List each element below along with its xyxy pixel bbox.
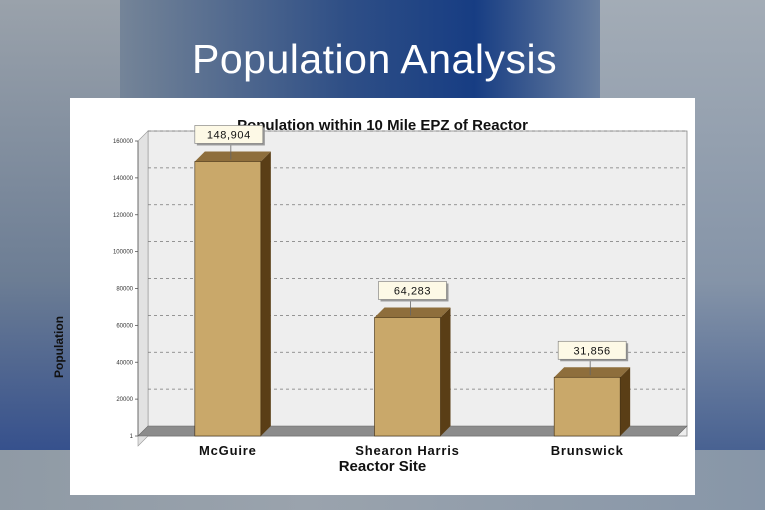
- y-tick-label: 60000: [116, 323, 133, 329]
- bar-side: [440, 307, 451, 436]
- y-tick-label: 1: [130, 434, 134, 440]
- data-label-box: [194, 125, 264, 144]
- y-tick-label: 100000: [113, 250, 134, 256]
- y-tick-label: 140000: [113, 176, 134, 182]
- data-label: 148,904: [207, 129, 251, 141]
- category-label: Shearon Harris: [355, 443, 459, 458]
- chart-title: Population within 10 Mile EPZ of Reactor: [237, 117, 528, 134]
- category-label: Brunswick: [551, 443, 624, 458]
- bar: [374, 317, 441, 437]
- y-tick-label: 40000: [116, 360, 133, 366]
- y-tick-label: 80000: [116, 287, 133, 293]
- plot-side-wall: [137, 130, 149, 447]
- data-label-box: [557, 340, 627, 360]
- bar: [553, 376, 621, 437]
- data-label: 31,856: [574, 345, 611, 357]
- y-tick-label: 120000: [113, 213, 134, 219]
- bar: [194, 161, 262, 437]
- bar-top: [194, 151, 271, 162]
- bar-side: [620, 367, 631, 436]
- bar-top: [374, 307, 451, 318]
- data-label: 64,283: [394, 285, 431, 297]
- category-label: McGuire: [199, 443, 257, 458]
- bar-top: [554, 367, 631, 378]
- data-label-box: [378, 281, 447, 300]
- bar-side: [260, 151, 271, 436]
- bar-chart: 1200004000060000800001000001200001400001…: [113, 125, 688, 458]
- y-axis-label: Population: [52, 316, 66, 378]
- slide-title: Population Analysis: [192, 36, 558, 82]
- x-axis-label: Reactor Site: [338, 458, 427, 475]
- y-tick-label: 160000: [113, 139, 134, 145]
- y-tick-label: 20000: [116, 397, 133, 403]
- chart-panel: Population within 10 Mile EPZ of Reactor…: [52, 98, 695, 495]
